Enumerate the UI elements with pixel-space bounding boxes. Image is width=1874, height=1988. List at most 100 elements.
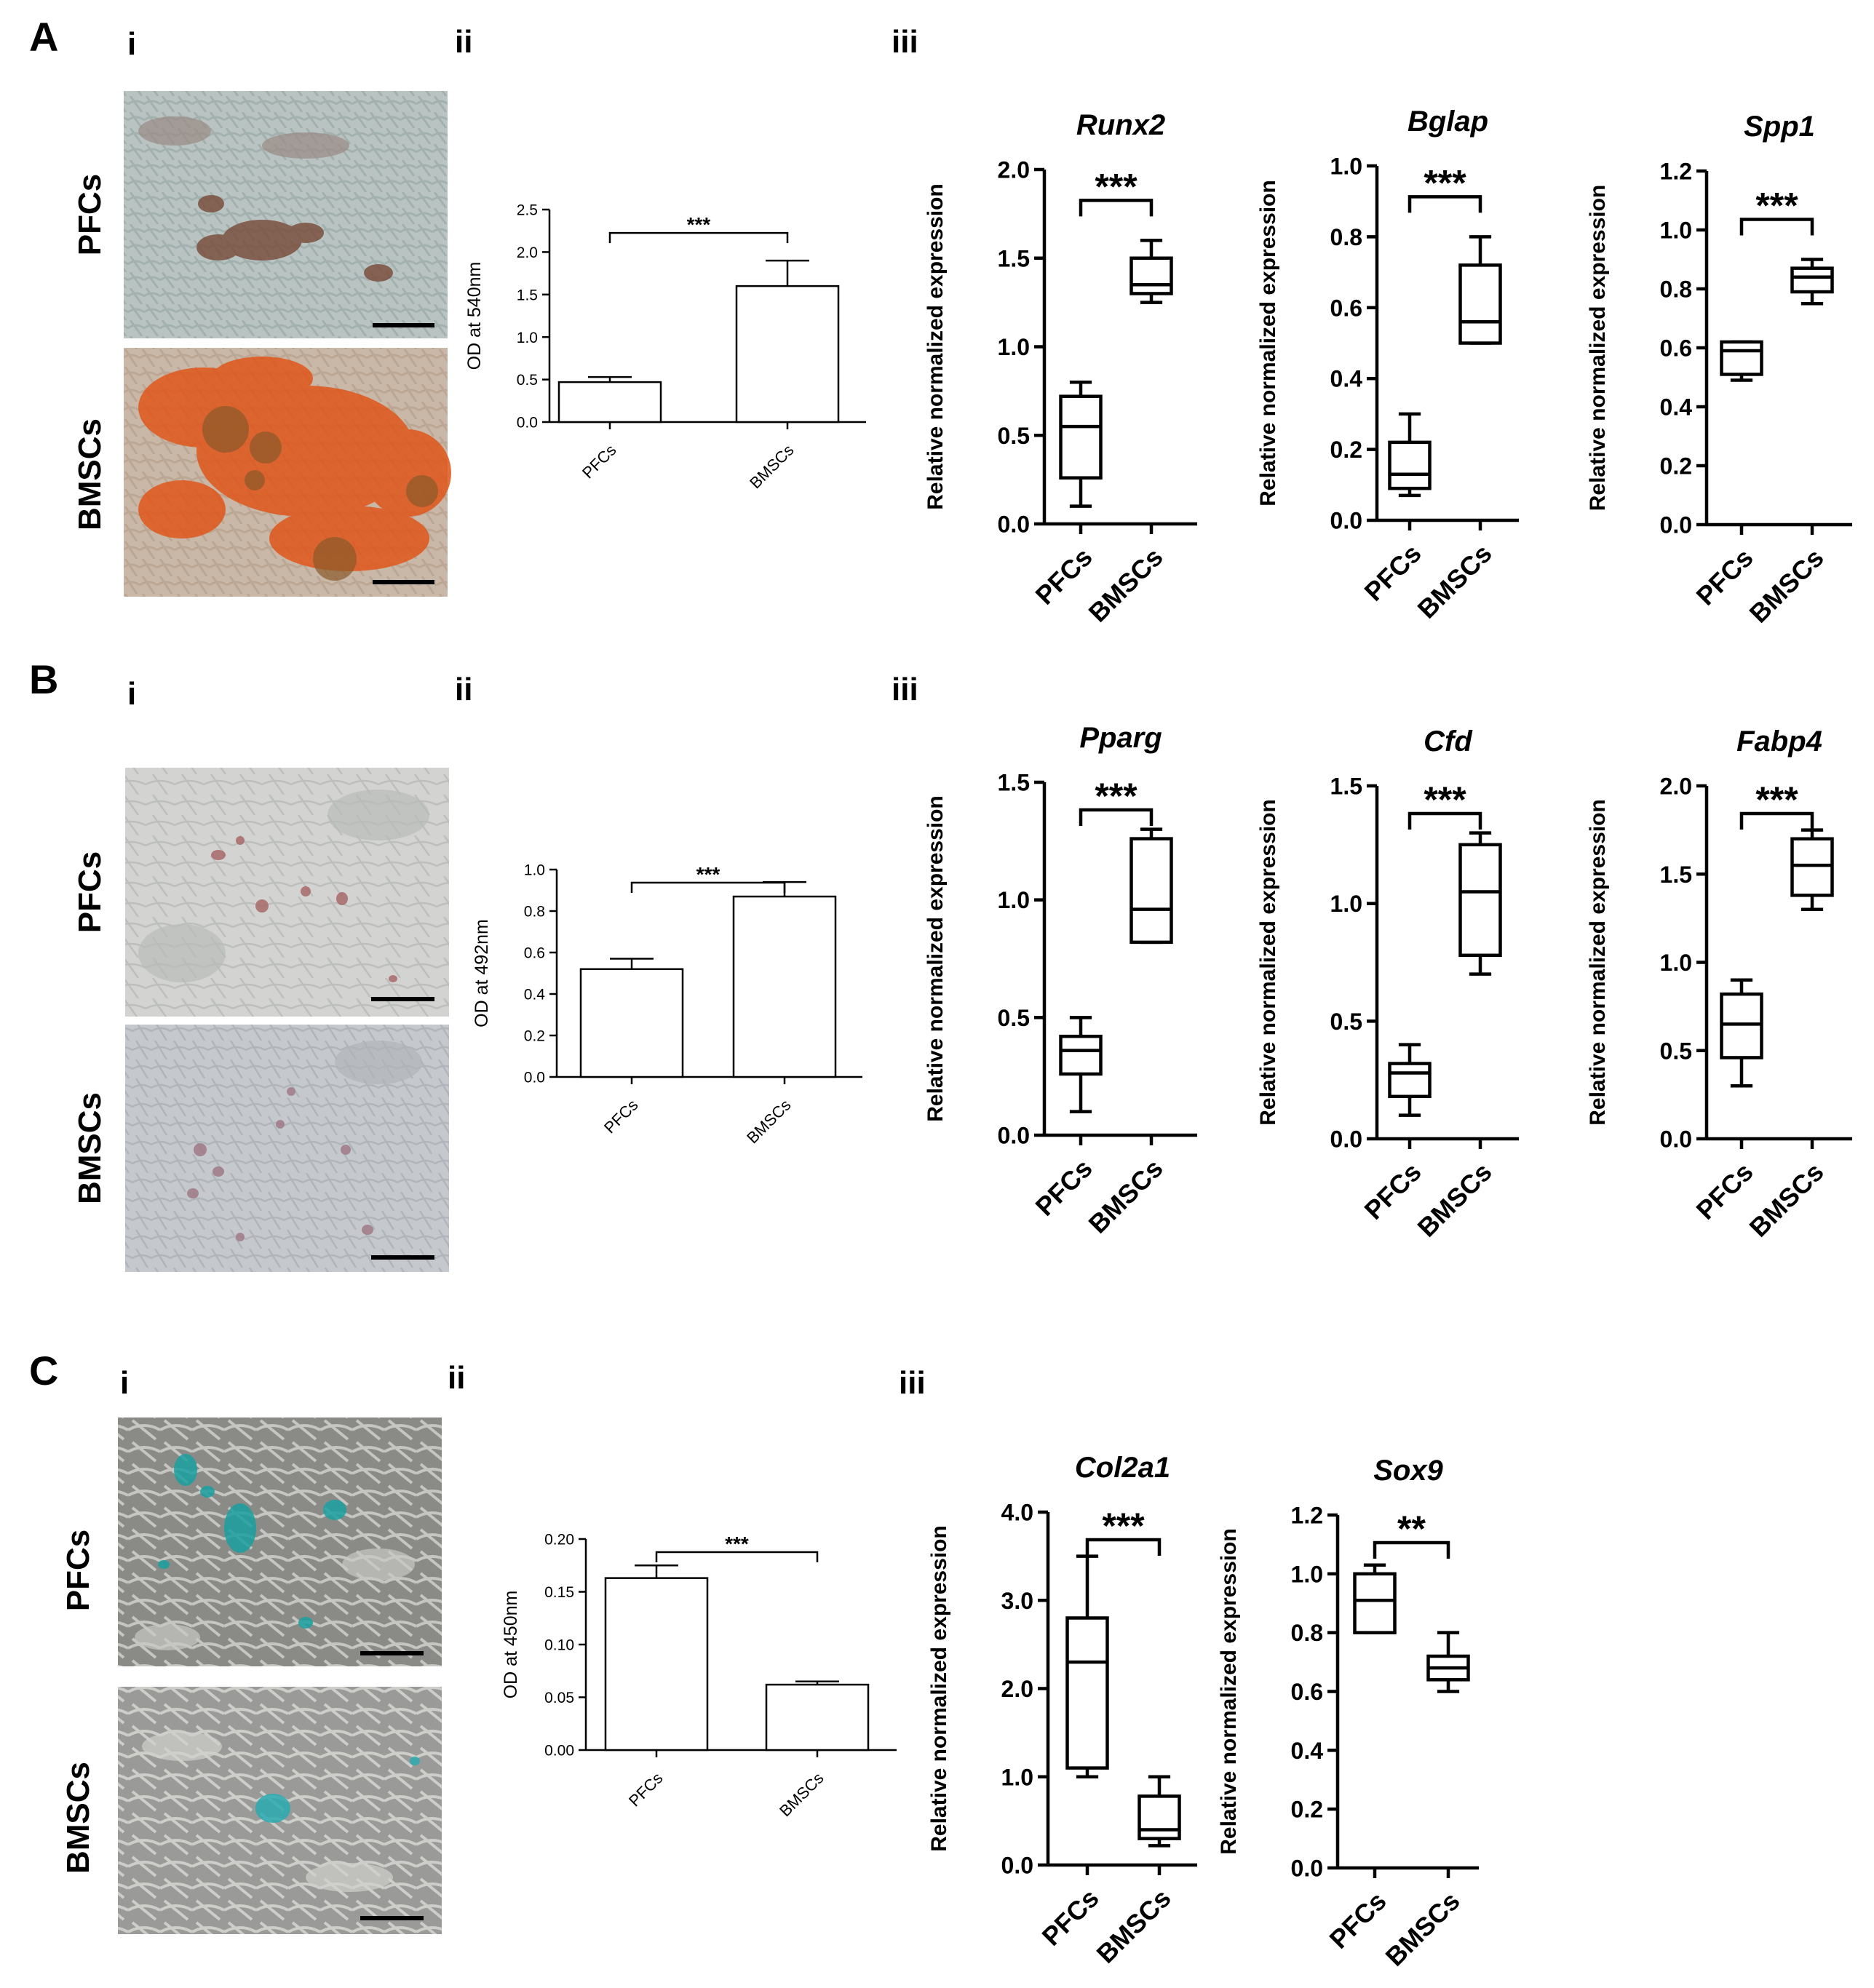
y-tick-label: 0.15 bbox=[544, 1584, 574, 1601]
y-tick-label: 0.00 bbox=[544, 1743, 574, 1760]
x-tick-label: BMSCs bbox=[1744, 543, 1830, 629]
chart-b-iii-3: 0.0 0.5 1.0 1.5 2.0 Relative normalized expre… bbox=[1586, 725, 1852, 1243]
y-tick-label: 0.0 bbox=[1001, 1853, 1033, 1879]
subpanel-label-iii: iii bbox=[899, 1365, 926, 1401]
subpanel-label-ii: ii bbox=[455, 24, 472, 60]
x-tick-label: PFCs bbox=[1359, 1157, 1427, 1225]
significance-bracket: *** bbox=[630, 863, 786, 893]
significance-label: *** bbox=[725, 1532, 749, 1555]
x-tick-label: PFCs bbox=[1030, 1153, 1098, 1222]
significance-label: ** bbox=[1397, 1508, 1426, 1549]
y-axis-label: Relative normalized expression bbox=[1586, 185, 1610, 512]
y-tick-label: 0.8 bbox=[1660, 277, 1692, 303]
significance-label: *** bbox=[687, 213, 711, 236]
y-tick-label: 0.5 bbox=[1330, 1009, 1362, 1035]
box-plot bbox=[1720, 340, 1763, 382]
y-tick-label: 1.5 bbox=[517, 287, 538, 303]
panel-letter: B bbox=[29, 656, 58, 702]
y-tick-label: 1.0 bbox=[1001, 1764, 1033, 1790]
y-tick-label: 0.0 bbox=[998, 1123, 1030, 1149]
y-tick-label: 0.05 bbox=[544, 1690, 574, 1706]
x-tick-label: BMSCs bbox=[743, 1096, 794, 1147]
panel-letter: A bbox=[29, 14, 58, 60]
x-tick-label: PFCs bbox=[1324, 1886, 1392, 1955]
chart-b-ii: 0.0 0.2 0.4 0.6 0.8 1.0 OD at 492nm PFCs BMSCs **… bbox=[472, 862, 862, 1147]
micrograph-label: PFCs bbox=[72, 851, 108, 933]
y-tick-label: 0.6 bbox=[1330, 295, 1362, 321]
y-tick-label: 1.0 bbox=[1660, 950, 1692, 976]
y-tick-label: 1.0 bbox=[1330, 154, 1362, 180]
chart-b-iii-2: 0.0 0.5 1.0 1.5 Relative normalized expressi… bbox=[1256, 725, 1519, 1243]
y-tick-label: 1.0 bbox=[517, 330, 538, 346]
y-axis-label: Relative normalized expression bbox=[1217, 1528, 1241, 1855]
panel-b: B i ii iii PFCs bbox=[29, 656, 918, 1272]
box bbox=[1137, 1794, 1181, 1840]
panel-a: A i ii iii PFCs bbox=[29, 14, 918, 597]
y-axis-label: Relative normalized expression bbox=[1586, 799, 1610, 1126]
subpanel-label-i: i bbox=[120, 1365, 129, 1401]
significance-label: *** bbox=[1095, 166, 1137, 207]
bar bbox=[557, 381, 662, 424]
panel-letter: C bbox=[29, 1348, 58, 1393]
chart-b-iii-1: 0.0 0.5 1.0 1.5 Relative normalized expressi… bbox=[924, 722, 1197, 1239]
y-tick-label: 1.0 bbox=[524, 862, 545, 879]
y-tick-label: 1.5 bbox=[998, 770, 1030, 796]
x-tick-label: BMSCs bbox=[1412, 538, 1498, 624]
subpanel-label-iii: iii bbox=[892, 672, 918, 707]
micrograph-label: BMSCs bbox=[72, 418, 108, 530]
y-tick-label: 3.0 bbox=[1001, 1588, 1033, 1614]
chart-title: Fabp4 bbox=[1736, 725, 1822, 758]
chart-title: Runx2 bbox=[1076, 109, 1165, 141]
chart-a-iii-3: 0.0 0.2 0.4 0.6 0.8 1.0 1.2 Relative normalized… bbox=[1586, 111, 1852, 629]
significance-bracket: *** bbox=[1079, 166, 1154, 217]
y-tick-label: 1.5 bbox=[1660, 862, 1692, 888]
box-plot bbox=[1388, 1043, 1432, 1117]
y-tick-label: 0.8 bbox=[1330, 224, 1362, 250]
box bbox=[1458, 843, 1502, 958]
box bbox=[1720, 992, 1763, 1059]
y-tick-label: 0.0 bbox=[524, 1070, 545, 1086]
box-plot bbox=[1720, 978, 1763, 1088]
y-axis-label: Relative normalized expression bbox=[1256, 799, 1280, 1126]
box bbox=[1458, 263, 1502, 345]
y-tick-label: 0.2 bbox=[524, 1028, 545, 1045]
significance-label: *** bbox=[696, 863, 720, 886]
y-tick-label: 0.8 bbox=[524, 904, 545, 921]
box bbox=[1129, 256, 1173, 295]
box bbox=[1059, 1034, 1103, 1076]
y-tick-label: 0.0 bbox=[1291, 1856, 1323, 1882]
x-tick-label: BMSCs bbox=[1412, 1157, 1498, 1243]
bracket-line bbox=[1739, 811, 1814, 830]
y-tick-label: 1.2 bbox=[1660, 159, 1692, 185]
y-tick-label: 1.0 bbox=[1291, 1561, 1323, 1587]
y-tick-label: 0.20 bbox=[544, 1532, 574, 1548]
box-plot bbox=[1790, 258, 1834, 306]
micrograph-label: PFCs bbox=[72, 174, 108, 255]
y-tick-label: 0.5 bbox=[517, 372, 538, 389]
box bbox=[1790, 837, 1834, 897]
bracket-line bbox=[1373, 1540, 1450, 1559]
y-tick-label: 1.0 bbox=[998, 887, 1030, 913]
bar bbox=[735, 285, 840, 424]
y-tick-label: 0.6 bbox=[524, 945, 545, 962]
box-plot bbox=[1065, 1554, 1109, 1778]
y-tick-label: 2.0 bbox=[998, 157, 1030, 183]
x-tick-label: BMSCs bbox=[776, 1769, 827, 1820]
y-tick-label: 0.0 bbox=[1660, 512, 1692, 538]
x-tick-label: PFCs bbox=[1359, 538, 1427, 607]
y-tick-label: 1.5 bbox=[1330, 774, 1362, 800]
significance-label: *** bbox=[1424, 162, 1466, 203]
box-plot bbox=[1059, 380, 1103, 508]
micrograph-label: BMSCs bbox=[72, 1092, 108, 1204]
box bbox=[1388, 1062, 1432, 1099]
significance-label: *** bbox=[1755, 779, 1798, 820]
y-tick-label: 2.0 bbox=[1660, 774, 1692, 800]
significance-bracket: *** bbox=[1408, 162, 1482, 213]
micrograph-bmscs bbox=[125, 1025, 449, 1272]
box-plot bbox=[1137, 1775, 1181, 1848]
y-axis-label: OD at 492nm bbox=[472, 919, 492, 1027]
x-tick-label: BMSCs bbox=[1380, 1886, 1466, 1972]
chart-c-iii-2: 0.0 0.2 0.4 0.6 0.8 1.0 1.2 Relative normalized… bbox=[1217, 1455, 1479, 1972]
y-tick-label: 1.5 bbox=[998, 245, 1030, 271]
box bbox=[1129, 837, 1173, 945]
